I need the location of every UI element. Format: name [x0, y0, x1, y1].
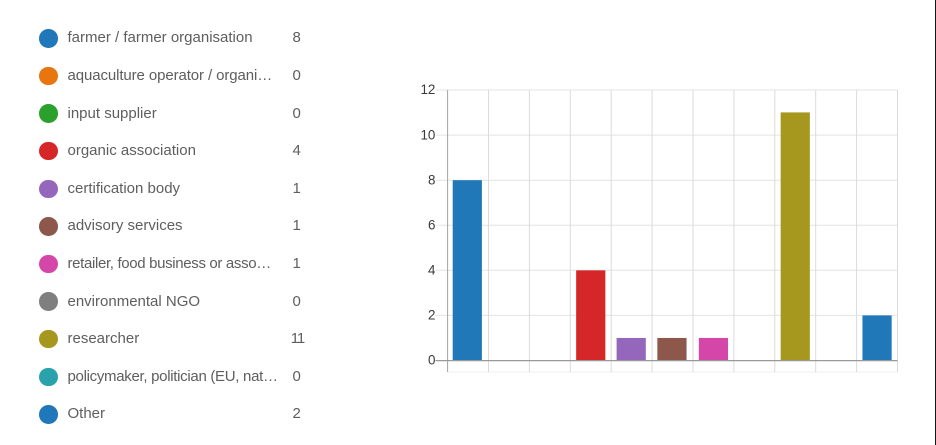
- svg-text:0: 0: [428, 353, 435, 368]
- svg-text:2: 2: [428, 308, 435, 323]
- svg-text:6: 6: [428, 218, 435, 233]
- svg-text:8: 8: [428, 172, 435, 187]
- svg-text:10: 10: [420, 127, 435, 142]
- svg-text:12: 12: [420, 82, 435, 97]
- svg-text:4: 4: [428, 263, 436, 278]
